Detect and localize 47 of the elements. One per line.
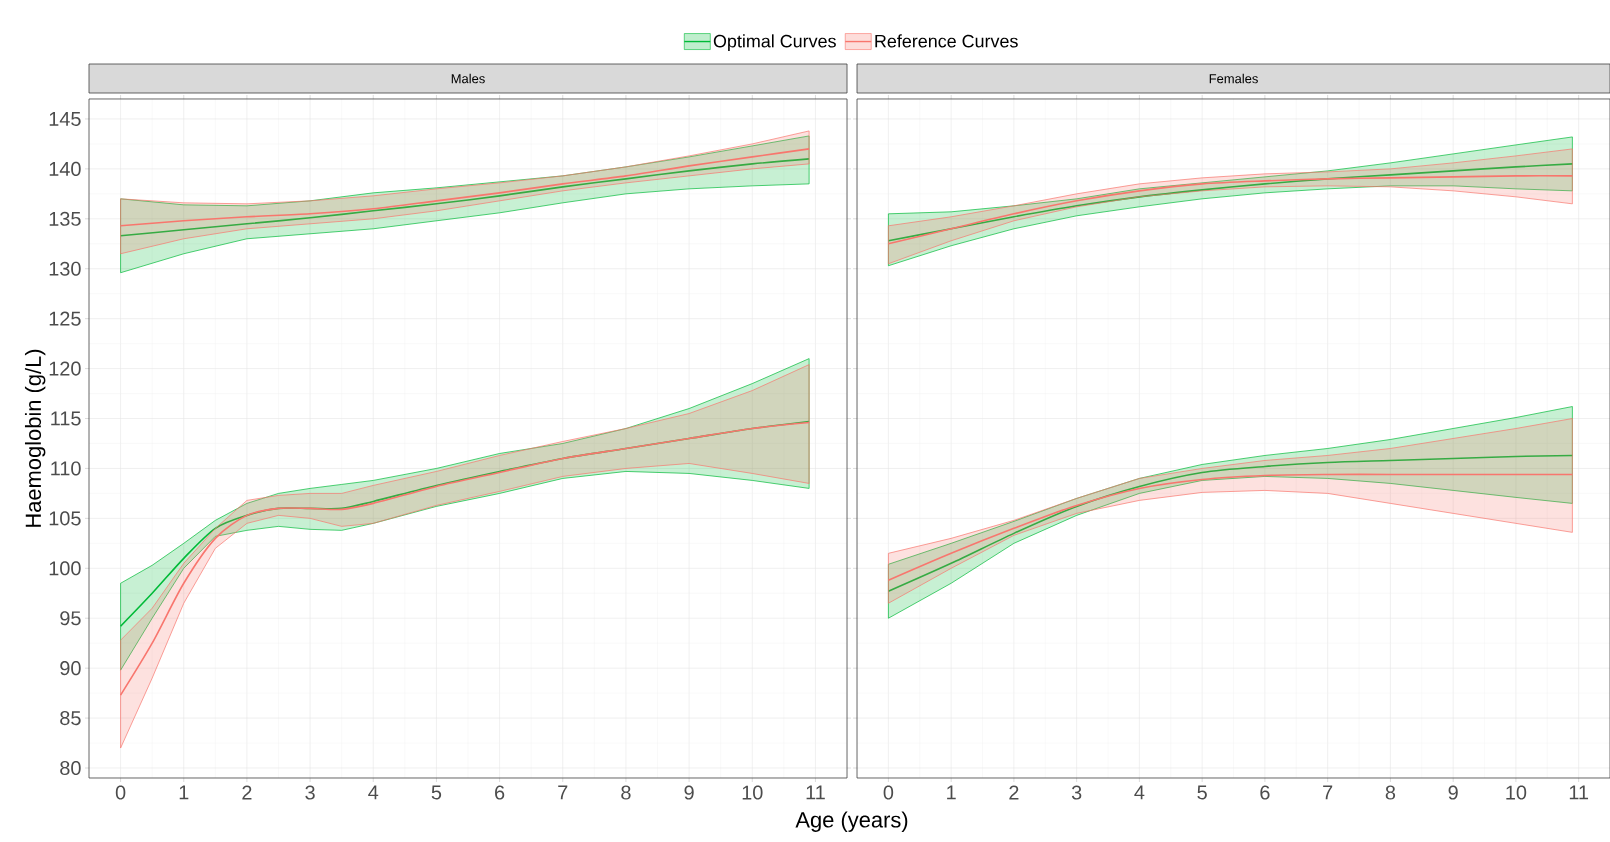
chart-title: Males [451, 73, 485, 84]
y-tick-label: 85 [60, 711, 81, 726]
x-tick-label: 3 [1071, 785, 1082, 800]
line-series [119, 148, 810, 227]
x-axis-title: Age (years) [795, 811, 908, 832]
x-tick-label: 8 [621, 785, 631, 800]
chart-title: Females [1209, 73, 1258, 84]
x-tick-label: 3 [305, 785, 315, 800]
line-series [119, 158, 810, 237]
y-tick-label: 110 [51, 461, 81, 476]
x-tick-label: 1 [947, 785, 956, 800]
y-tick-label: 115 [51, 411, 81, 426]
y-tick-label: 80 [60, 760, 81, 776]
x-tick-label: 10 [1506, 785, 1527, 800]
x-tick-label: 10 [742, 785, 763, 800]
x-tick-label: 6 [1260, 785, 1270, 800]
x-tick-label: 9 [684, 785, 694, 800]
legend-label: Optimal Curves [713, 34, 836, 52]
x-tick-label: 2 [1009, 785, 1019, 800]
y-axis-title: Haemoglobin (g/L) [24, 349, 46, 527]
x-tick-label: 11 [1569, 785, 1589, 800]
y-tick-label: 125 [49, 311, 81, 326]
x-tick-label: 5 [1197, 785, 1207, 800]
x-tick-label: 5 [431, 785, 442, 800]
y-tick-label: 95 [60, 611, 81, 626]
x-tick-label: 4 [1134, 785, 1145, 800]
y-tick-label: 100 [49, 561, 81, 576]
x-tick-label: 1 [179, 785, 189, 800]
x-tick-label: 4 [368, 785, 379, 800]
y-tick-label: 105 [49, 511, 81, 526]
legend-label: Reference Curves [875, 34, 1018, 48]
y-tick-label: 130 [49, 261, 81, 276]
x-tick-label: 6 [495, 785, 505, 800]
x-tick-label: 7 [1323, 785, 1333, 800]
x-tick-label: 11 [806, 785, 825, 800]
y-tick-label: 140 [49, 161, 81, 176]
line-series [119, 421, 810, 696]
x-tick-label: 8 [1385, 785, 1396, 800]
y-tick-label: 90 [60, 661, 81, 676]
y-tick-label: 120 [49, 361, 81, 376]
x-tick-label: 0 [883, 785, 894, 800]
x-tick-label: 2 [242, 785, 252, 800]
y-tick-label: 135 [49, 211, 81, 226]
x-tick-label: 0 [115, 785, 126, 800]
y-tick-label: 145 [49, 112, 81, 126]
x-tick-label: 7 [558, 785, 568, 800]
x-tick-label: 9 [1448, 785, 1458, 800]
